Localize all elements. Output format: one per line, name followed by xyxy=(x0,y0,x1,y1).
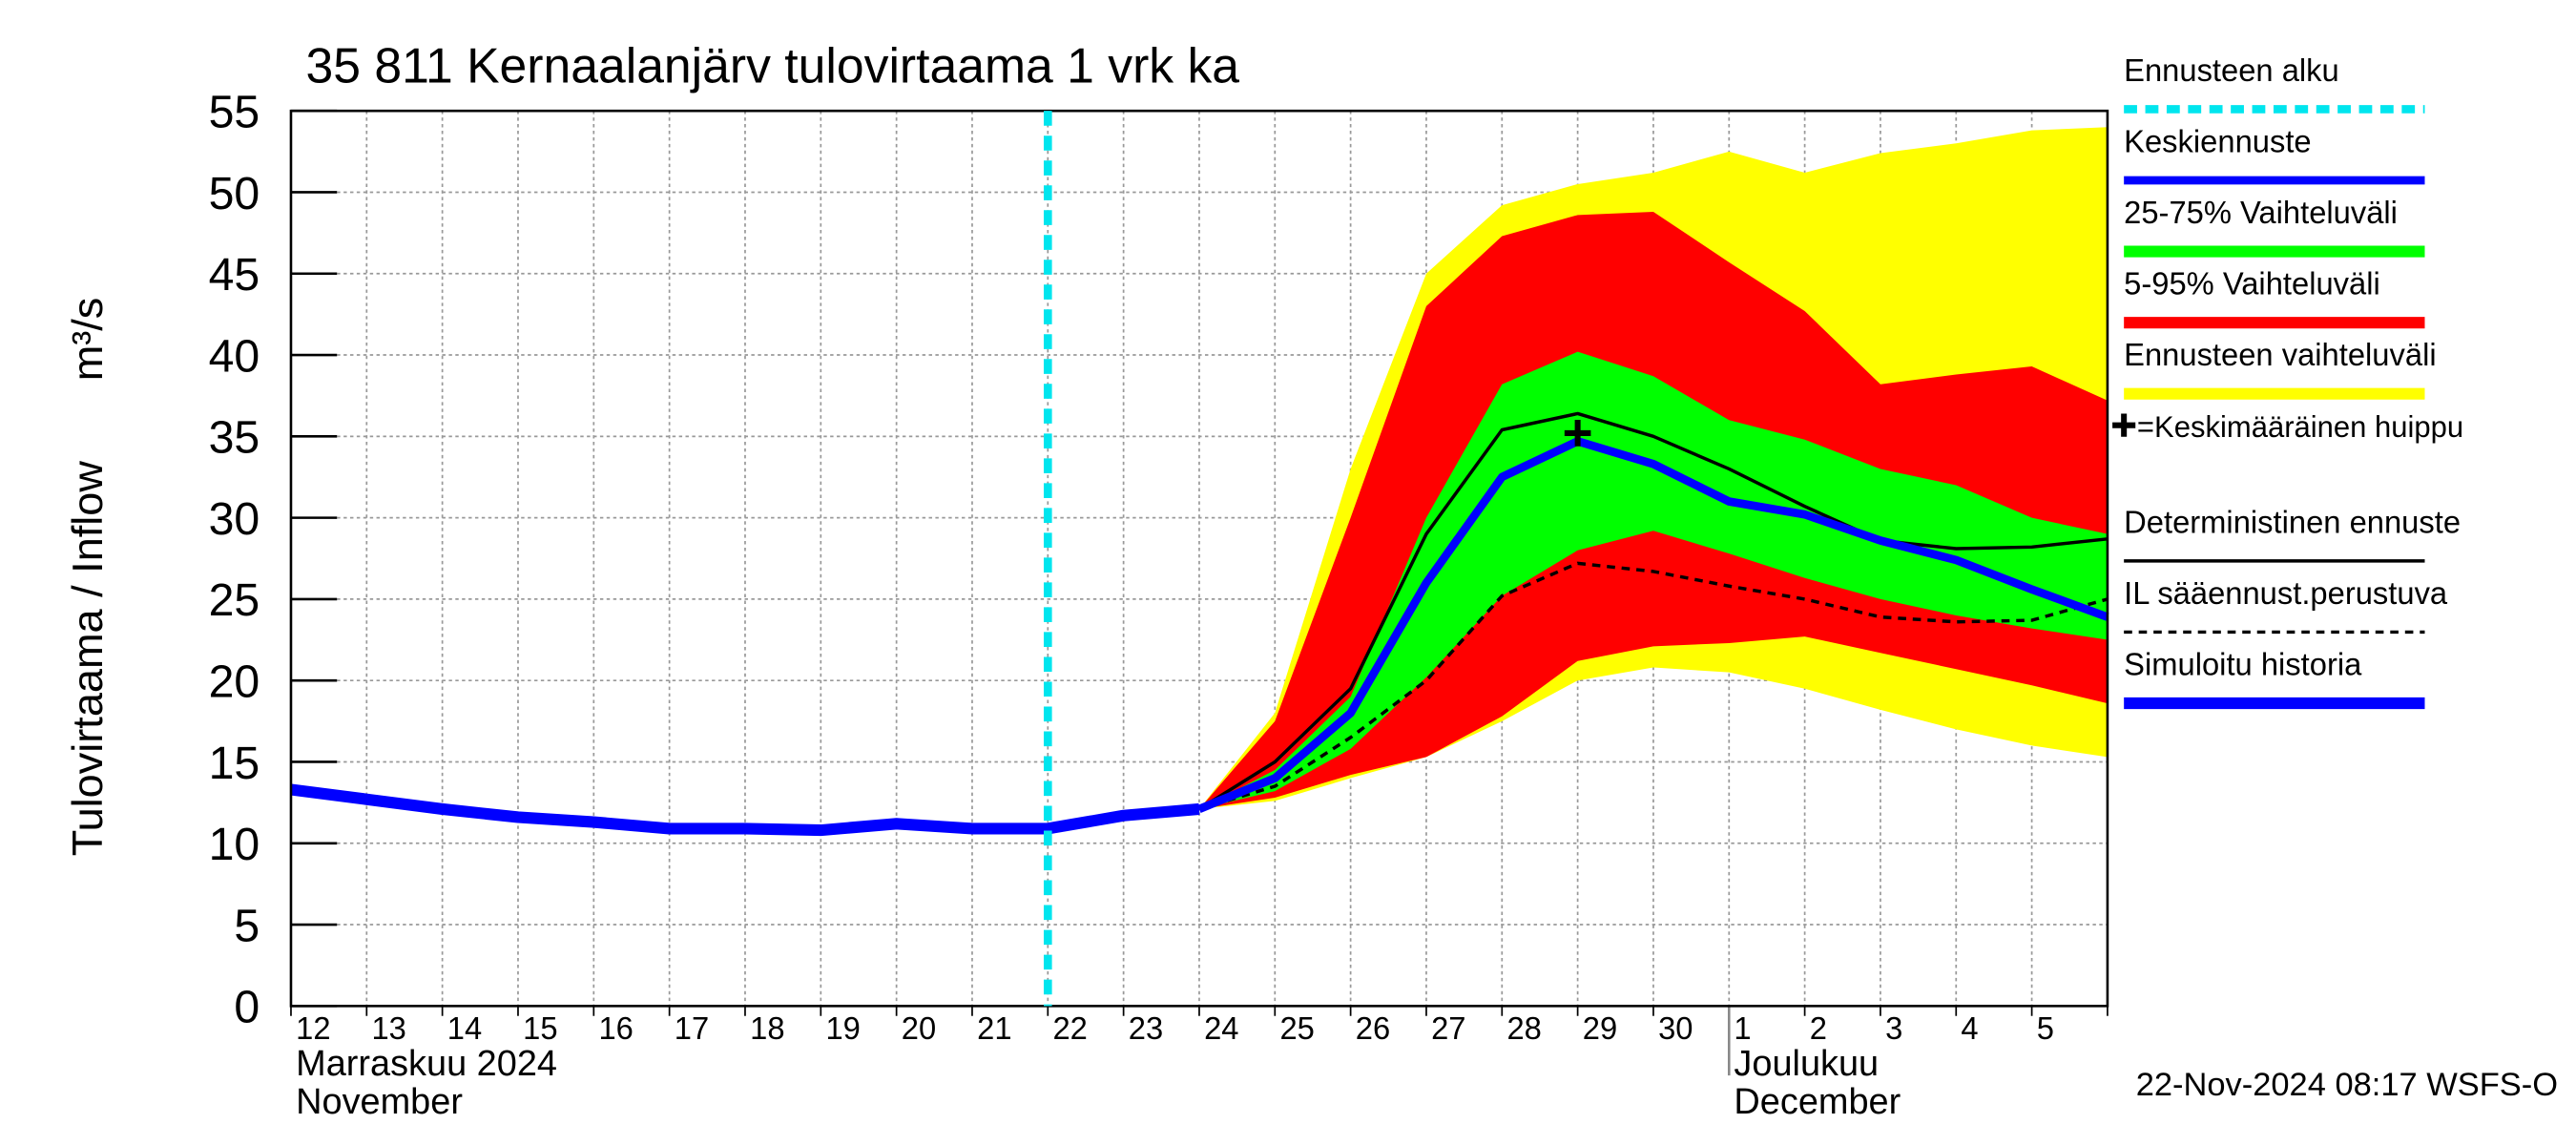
x-tick-label: 27 xyxy=(1431,1010,1465,1046)
month-label: November xyxy=(296,1082,463,1122)
legend-label: Simuloitu historia xyxy=(2124,646,2362,681)
x-tick-label: 18 xyxy=(750,1010,784,1046)
x-tick-label: 24 xyxy=(1204,1010,1238,1046)
y-tick-label: 45 xyxy=(209,249,260,301)
x-tick-label: 14 xyxy=(447,1010,482,1046)
x-tick-label: 29 xyxy=(1583,1010,1617,1046)
legend-label: Keskiennuste xyxy=(2124,123,2311,158)
y-axis-label: Tulovirtaama / Inflow xyxy=(63,461,112,857)
plot-frame xyxy=(289,109,2109,1008)
legend-label: Ennusteen alku xyxy=(2124,52,2339,88)
legend-label: 5-95% Vaihteluväli xyxy=(2124,266,2380,302)
x-tick-label: 19 xyxy=(825,1010,860,1046)
x-tick-label: 26 xyxy=(1356,1010,1390,1046)
x-tick-label: 30 xyxy=(1658,1010,1693,1046)
y-tick-label: 20 xyxy=(209,656,260,707)
timestamp: 22-Nov-2024 08:17 WSFS-O xyxy=(2136,1067,2558,1103)
x-tick-label: 22 xyxy=(1052,1010,1087,1046)
x-tick-label: 17 xyxy=(675,1010,709,1046)
x-tick-label: 13 xyxy=(371,1010,405,1046)
legend-label: Deterministinen ennuste xyxy=(2124,504,2461,539)
line xyxy=(1198,411,2109,811)
x-tick-label: 4 xyxy=(1961,1010,1978,1046)
x-tick-label: 15 xyxy=(523,1010,557,1046)
x-tick-label: 21 xyxy=(977,1010,1011,1046)
line xyxy=(1197,437,2109,813)
y-tick-label: 15 xyxy=(209,738,260,789)
y-tick-label: 25 xyxy=(209,574,260,626)
y-tick-label: 30 xyxy=(209,493,260,545)
legend-peak-symbol xyxy=(2112,413,2136,437)
x-tick-label: 5 xyxy=(2037,1010,2054,1046)
y-tick-label: 50 xyxy=(209,168,260,219)
legend-label: IL sääennust.perustuva xyxy=(2124,575,2448,611)
x-tick-label: 28 xyxy=(1506,1010,1541,1046)
y-tick-label: 10 xyxy=(209,819,260,870)
legend-label: =Keskimääräinen huippu xyxy=(2137,410,2463,444)
legend-label: Ennusteen vaihteluväli xyxy=(2124,337,2436,372)
chart-title: 35 811 Kernaalanjärv tulovirtaama 1 vrk … xyxy=(305,38,1239,94)
legend-label: 25-75% Vaihteluväli xyxy=(2124,195,2398,230)
y-axis-unit: m³/s xyxy=(63,298,112,382)
line xyxy=(290,783,1200,837)
month-label: December xyxy=(1734,1082,1901,1122)
x-tick-label: 2 xyxy=(1810,1010,1827,1046)
x-tick-label: 20 xyxy=(902,1010,936,1046)
month-label: Marraskuu 2024 xyxy=(296,1044,557,1084)
line xyxy=(1198,561,2109,811)
x-tick-label: 12 xyxy=(296,1010,330,1046)
y-tick-label: 5 xyxy=(234,900,260,951)
x-tick-label: 3 xyxy=(1885,1010,1902,1046)
x-tick-label: 1 xyxy=(1734,1010,1751,1046)
x-tick-label: 23 xyxy=(1129,1010,1163,1046)
month-label: Joulukuu xyxy=(1734,1044,1879,1084)
y-tick-label: 0 xyxy=(234,982,260,1033)
peak-marker xyxy=(1564,420,1591,447)
x-tick-label: 25 xyxy=(1279,1010,1314,1046)
y-tick-label: 40 xyxy=(209,330,260,382)
y-tick-label: 35 xyxy=(209,412,260,464)
x-tick-label: 16 xyxy=(598,1010,633,1046)
y-tick-label: 55 xyxy=(209,86,260,137)
